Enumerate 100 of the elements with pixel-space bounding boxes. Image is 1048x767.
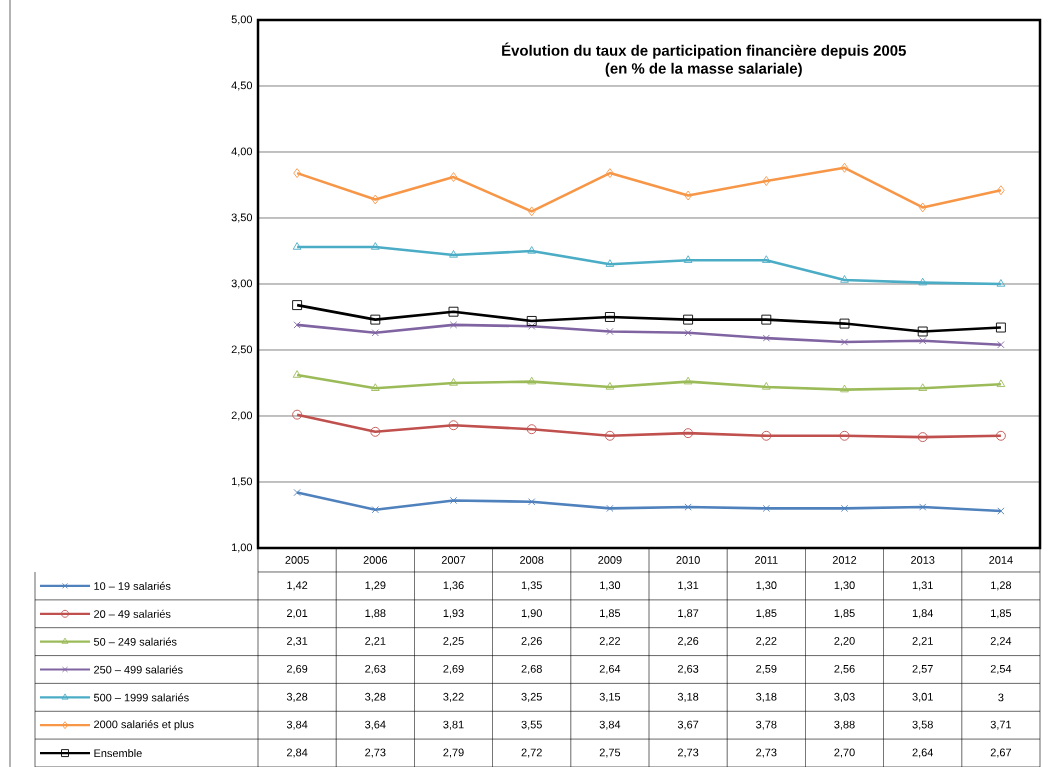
data-label: 2,69 [286, 664, 308, 675]
data-label: 3,15 [599, 692, 621, 702]
point [840, 162, 849, 173]
data-label: 1,88 [365, 609, 386, 619]
data-label: 1,85 [834, 609, 855, 619]
data-label: 3 [998, 693, 1004, 702]
data-label: 3,28 [286, 692, 308, 702]
data-label: 1,85 [600, 609, 621, 619]
point [683, 255, 693, 263]
point [997, 185, 1005, 196]
data-label: 2,64 [599, 664, 621, 675]
point [449, 172, 458, 182]
x-tick-label: 2010 [676, 556, 700, 564]
point [371, 506, 379, 514]
point [448, 306, 459, 317]
data-label: 3,81 [443, 720, 464, 730]
data-label: 2,31 [286, 637, 308, 647]
y-tick-label: 2,50 [231, 345, 253, 355]
point [528, 498, 536, 506]
point [918, 277, 928, 286]
point [995, 322, 1006, 333]
point [684, 503, 692, 511]
point [293, 321, 301, 329]
data-label: 3,55 [521, 720, 542, 730]
legend-label: Ensemble [94, 749, 142, 758]
data-label: 3,78 [756, 720, 777, 730]
point [528, 322, 536, 330]
data-label: 3,01 [912, 692, 933, 702]
data-label: 2,64 [912, 748, 934, 758]
data-label: 2,79 [443, 748, 464, 758]
data-label: 2,67 [990, 748, 1012, 758]
point [527, 246, 537, 254]
x-tick-label: 2009 [598, 556, 622, 564]
x-tick-label: 2014 [989, 556, 1013, 564]
point [292, 409, 303, 420]
x-tick-label: 2008 [520, 556, 544, 564]
data-label: 2,72 [521, 748, 542, 758]
point [761, 314, 772, 325]
x-tick-label: 2013 [911, 556, 935, 564]
data-label: 1,87 [678, 609, 699, 619]
legend-label: 10 – 19 salariés [94, 581, 171, 590]
point [996, 379, 1006, 387]
x-tick-label: 2007 [441, 556, 466, 564]
data-label: 2,73 [365, 748, 386, 758]
data-label: 2,21 [365, 637, 386, 647]
point [762, 334, 770, 342]
x-tick-label: 2011 [755, 556, 778, 564]
point [370, 383, 380, 391]
point [371, 194, 380, 205]
y-tick-label: 4,50 [231, 81, 253, 91]
point [683, 428, 694, 439]
data-label: 3,67 [677, 720, 699, 730]
legend-label: 250 – 499 salariés [94, 665, 183, 674]
data-label: 1,31 [912, 581, 933, 591]
point [996, 279, 1006, 287]
point [918, 383, 928, 391]
data-label: 3,28 [365, 692, 386, 702]
legend-label: 50 – 249 salariés [93, 637, 177, 646]
data-label: 1,93 [443, 609, 464, 619]
point [684, 329, 692, 337]
data-label: 1,42 [287, 581, 308, 591]
point [526, 316, 537, 326]
data-label: 1,30 [756, 581, 777, 591]
point [919, 503, 927, 511]
point [917, 326, 928, 337]
x-tick-label: 2012 [832, 556, 857, 564]
point [606, 504, 614, 512]
point [840, 338, 849, 346]
point [918, 202, 927, 213]
point [449, 250, 458, 258]
point [683, 376, 693, 385]
point [839, 430, 850, 441]
point [762, 504, 770, 512]
data-label: 2,21 [912, 637, 933, 647]
point [604, 312, 615, 322]
point [292, 242, 302, 250]
data-label: 1,85 [991, 609, 1012, 619]
data-label: 2,57 [912, 664, 933, 675]
point [292, 300, 303, 311]
point [449, 378, 458, 386]
data-label: 2,25 [443, 637, 464, 647]
point [997, 341, 1005, 349]
point [604, 430, 615, 441]
point [840, 275, 849, 283]
data-label: 1,29 [365, 581, 386, 591]
data-label: 1,90 [521, 609, 542, 619]
data-label: 3,84 [599, 720, 621, 730]
data-label: 3,18 [677, 692, 699, 702]
y-tick-label: 4,00 [231, 147, 253, 157]
point [919, 337, 927, 345]
point [840, 504, 849, 512]
data-label: 3,25 [521, 692, 542, 702]
data-label: 2,75 [599, 748, 621, 758]
text: Évolution du taux de participation financière depuis 2005 [502, 42, 906, 59]
point [839, 318, 850, 329]
point [761, 382, 771, 390]
text: (en % de la masse salariale) [605, 62, 802, 77]
point [526, 424, 537, 435]
data-label: 2,73 [677, 748, 699, 758]
data-label: 2,59 [756, 664, 777, 675]
